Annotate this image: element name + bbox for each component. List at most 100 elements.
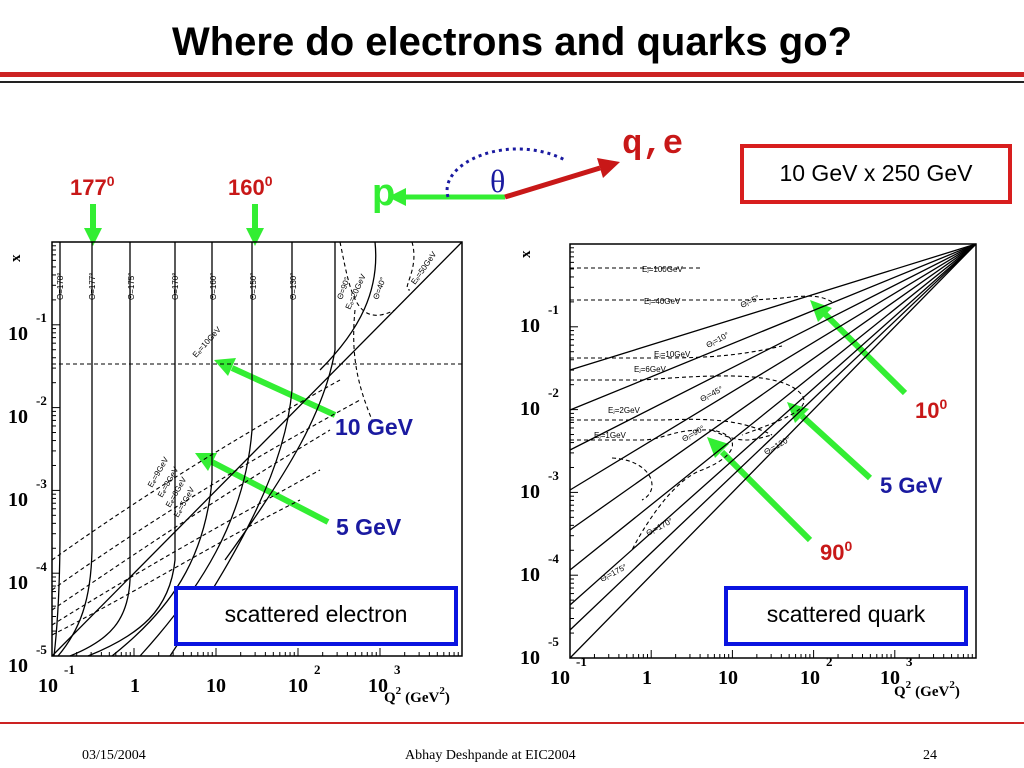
e10-label: 10 GeV xyxy=(335,414,414,440)
svg-text:10: 10 xyxy=(8,655,28,677)
scattered-quark-box xyxy=(724,586,968,646)
svg-text:10: 10 xyxy=(8,572,28,594)
svg-text:Θⱼ=90°: Θⱼ=90° xyxy=(681,424,707,444)
title-rule-dark xyxy=(0,81,1024,83)
footer-page: 24 xyxy=(923,748,937,763)
svg-text:Eⱼ=100GeV: Eⱼ=100GeV xyxy=(642,265,683,274)
svg-text:3: 3 xyxy=(906,654,913,669)
right-plot-curve-labels: Eⱼ=100GeV Eⱼ=40GeV Eⱼ=10GeV Eⱼ=6GeV Eⱼ=2… xyxy=(594,265,792,584)
svg-text:Θ=178°: Θ=178° xyxy=(56,273,65,300)
svg-text:Θⱼ=10°: Θⱼ=10° xyxy=(705,330,731,349)
svg-text:10: 10 xyxy=(520,398,540,420)
footer-author: Abhay Deshpande at EIC2004 xyxy=(405,748,576,763)
svg-text:Q2(GeV2): Q2 (GeV2) xyxy=(894,679,960,700)
svg-text:Θ=150°: Θ=150° xyxy=(249,273,258,300)
svg-text:Eⱼ=2GeV: Eⱼ=2GeV xyxy=(608,406,641,415)
svg-text:10: 10 xyxy=(8,323,28,345)
svg-text:10: 10 xyxy=(800,667,820,689)
svg-text:Θⱼ=45°: Θⱼ=45° xyxy=(699,384,725,403)
svg-text:10: 10 xyxy=(880,667,900,689)
svg-text:1: 1 xyxy=(642,667,652,689)
svg-text:-1: -1 xyxy=(576,654,587,669)
angle-177-label: 1770 xyxy=(70,173,115,200)
svg-text:-1: -1 xyxy=(64,662,75,677)
svg-text:10: 10 xyxy=(368,675,388,697)
svg-text:-3: -3 xyxy=(36,476,47,491)
scattered-arrow xyxy=(504,165,601,200)
svg-text:10: 10 xyxy=(288,675,308,697)
proton-arrowhead xyxy=(388,188,406,206)
e5-label: 5 GeV xyxy=(336,514,402,540)
beam-label: 10 GeV x 250 GeV xyxy=(779,160,973,186)
svg-text:Θ=175°: Θ=175° xyxy=(127,273,136,300)
svg-text:-4: -4 xyxy=(548,551,559,566)
left-plot: Θ=178° Θ=177° Θ=175° Θ=170° Θ=160° Θ=150… xyxy=(8,241,463,706)
svg-text:10: 10 xyxy=(520,647,540,669)
svg-text:-5: -5 xyxy=(548,634,559,649)
q5-arrow xyxy=(799,413,873,481)
theta-arc xyxy=(445,147,566,198)
proton-label: p xyxy=(372,172,395,214)
svg-text:Θ=177°: Θ=177° xyxy=(88,273,97,300)
svg-text:10: 10 xyxy=(718,667,738,689)
svg-text:Θ=160°: Θ=160° xyxy=(209,273,218,300)
svg-text:10: 10 xyxy=(38,675,58,697)
scattered-quark-label: scattered quark xyxy=(767,601,926,627)
svg-text:10: 10 xyxy=(8,406,28,428)
svg-text:Eⱼ=10GeV: Eⱼ=10GeV xyxy=(654,350,691,359)
q90-arrow xyxy=(719,449,813,543)
e5-arrow xyxy=(210,459,330,525)
svg-text:-4: -4 xyxy=(36,559,47,574)
right-plot-energy-curves xyxy=(570,267,833,551)
e10-arrowhead xyxy=(214,358,236,376)
svg-text:Θⱼ=120°: Θⱼ=120° xyxy=(763,435,792,457)
q90-arrowhead xyxy=(707,437,729,458)
beam-box xyxy=(740,144,1012,204)
title-rule-red xyxy=(0,72,1024,77)
theta-symbol: θ xyxy=(490,163,505,199)
svg-text:10: 10 xyxy=(550,667,570,689)
svg-text:-2: -2 xyxy=(548,385,559,400)
q10-label: 100 xyxy=(915,396,947,423)
svg-text:10: 10 xyxy=(520,481,540,503)
right-plot-axis-labels: x 10 -1 10 -2 10 -3 10 -4 10 -5 10 -1 1 10 10 2… xyxy=(518,250,960,700)
svg-text:10: 10 xyxy=(8,489,28,511)
svg-text:1: 1 xyxy=(130,675,140,697)
svg-text:x: x xyxy=(8,254,24,262)
svg-text:Eⱼ=6GeV: Eⱼ=6GeV xyxy=(634,365,667,374)
footer-date: 03/15/2004 xyxy=(82,748,146,763)
svg-text:Eⱼ=1GeV: Eⱼ=1GeV xyxy=(594,431,627,440)
svg-text:10: 10 xyxy=(520,315,540,337)
left-plot-curves xyxy=(51,241,463,657)
scattered-electron-box xyxy=(174,586,458,646)
q-e-label: q,e xyxy=(622,126,683,164)
right-plot-curves xyxy=(569,243,977,659)
left-plot-frame xyxy=(51,241,463,657)
right-plot-ticks xyxy=(569,247,973,659)
left-plot-curve-labels: Θ=178° Θ=177° Θ=175° Θ=170° Θ=160° Θ=150… xyxy=(56,249,439,519)
svg-text:3: 3 xyxy=(394,662,401,677)
svg-text:Eₑ=10GeV: Eₑ=10GeV xyxy=(191,325,223,360)
left-plot-axis-labels: x 10 -1 10 -2 10 -3 10 -4 10 -5 10 -1 1 10 10 2… xyxy=(8,254,450,706)
slide-title: Where do electrons and quarks go? xyxy=(171,20,853,64)
svg-text:Θⱼ=5°: Θⱼ=5° xyxy=(739,293,761,310)
footer-rule xyxy=(0,722,1024,724)
svg-text:Θ=130°: Θ=130° xyxy=(289,273,298,300)
svg-text:-2: -2 xyxy=(36,393,47,408)
svg-text:Θ=170°: Θ=170° xyxy=(171,273,180,300)
svg-text:2: 2 xyxy=(314,662,321,677)
q90-label: 900 xyxy=(820,538,852,565)
svg-text:2: 2 xyxy=(826,654,833,669)
svg-text:-5: -5 xyxy=(36,642,47,657)
svg-text:Q2(GeV2): Q2 (GeV2) xyxy=(384,685,450,706)
scattered-electron-label: scattered electron xyxy=(225,601,408,627)
q10-arrowhead xyxy=(810,300,832,322)
right-plot-frame xyxy=(569,243,977,659)
q5-label: 5 GeV xyxy=(880,473,943,498)
svg-text:-3: -3 xyxy=(548,468,559,483)
marker-177-arrowhead xyxy=(84,228,102,246)
svg-text:x: x xyxy=(518,250,534,258)
angle-160-label: 1600 xyxy=(228,173,273,200)
left-plot-energy-curves xyxy=(51,241,462,636)
